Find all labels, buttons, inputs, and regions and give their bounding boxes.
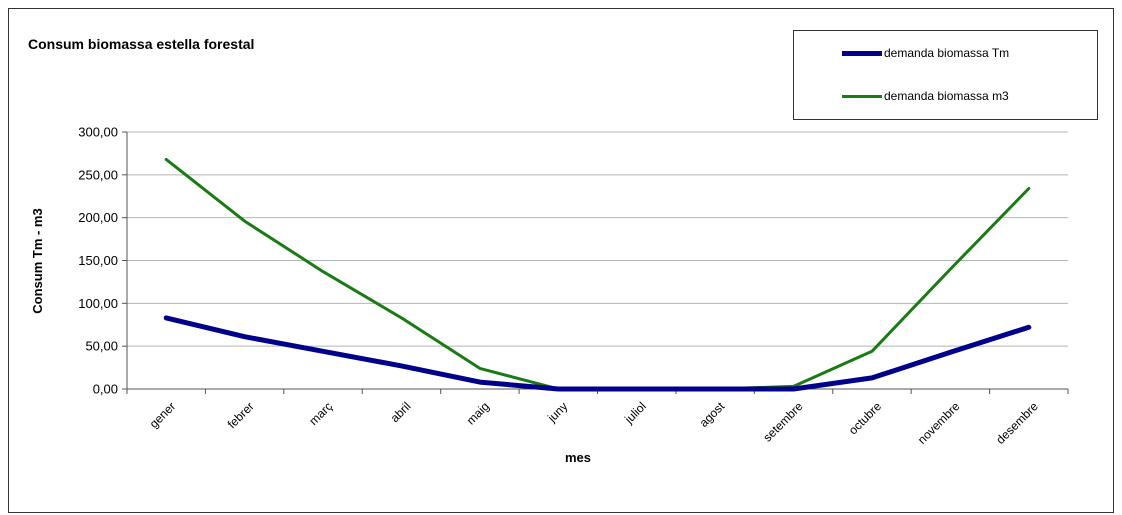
x-tick-label: setembre	[760, 399, 806, 445]
y-tick-label: 200,00	[78, 210, 118, 225]
x-tick-label: desembre	[993, 399, 1041, 447]
x-tick-label: març	[306, 399, 335, 428]
x-tick-label: gener	[147, 399, 179, 431]
x-tick-label: octubre	[846, 399, 884, 437]
axes	[122, 131, 1069, 394]
y-tick-label: 300,00	[78, 125, 118, 140]
x-tick-label: novembre	[915, 399, 963, 447]
legend-label-m3: demanda biomassa m3	[884, 89, 1009, 103]
y-tick-label: 100,00	[78, 296, 118, 311]
x-tick-labels: gener febrer març abril maig juny juliol agost s…	[147, 399, 1041, 447]
x-tick-label: febrer	[225, 399, 257, 431]
chart-legend: demanda biomassa Tm demanda biomassa m3	[793, 30, 1098, 120]
y-tick-label: 0,00	[93, 382, 118, 397]
y-tick-label: 50,00	[85, 339, 118, 354]
y-tick-label: 250,00	[78, 167, 118, 182]
x-tick-label: abril	[388, 399, 414, 425]
x-tick-label: maig	[464, 399, 492, 427]
legend-item-tm: demanda biomassa Tm	[842, 45, 1009, 61]
y-tick-label: 150,00	[78, 253, 118, 268]
x-tick-label: juny	[544, 399, 570, 425]
series-line-tm	[163, 315, 1032, 392]
legend-label-tm: demanda biomassa Tm	[884, 46, 1010, 60]
y-tick-labels: 0,00 50,00 100,00 150,00 200,00 250,00 300,00	[78, 125, 118, 397]
series-lines	[163, 157, 1032, 392]
series-line-m3	[164, 157, 1031, 391]
x-tick-label: juliol	[621, 399, 649, 427]
x-axis-title: mes	[565, 450, 591, 465]
legend-swatch-m3	[842, 94, 882, 98]
gridlines	[127, 131, 1068, 347]
chart-title: Consum biomassa estella forestal	[28, 36, 255, 52]
legend-item-m3: demanda biomassa m3	[842, 88, 1009, 104]
x-tick-label: agost	[697, 399, 728, 430]
y-axis-title: Consum Tm - m3	[30, 208, 45, 313]
legend-swatch-tm	[842, 50, 882, 56]
